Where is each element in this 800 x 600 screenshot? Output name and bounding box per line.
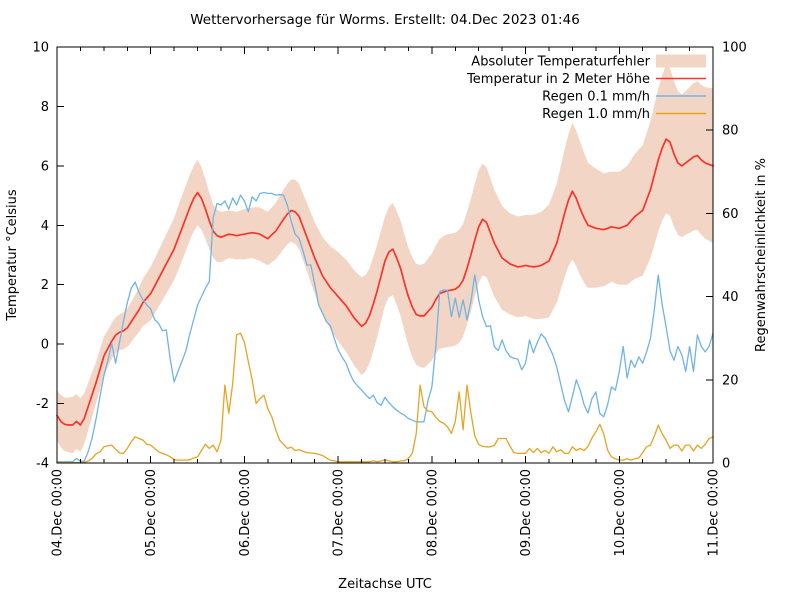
x-date-label: 06.Dec 00:00 <box>238 469 253 556</box>
y-left-tick-label: 10 <box>32 41 49 56</box>
y-right-tick-label: 80 <box>722 124 739 139</box>
x-axis-ticks <box>56 47 714 463</box>
y-right-axis-title: Regenwahrscheinlichkeit in % <box>754 158 769 352</box>
x-date-label: 04.Dec 00:00 <box>51 469 66 556</box>
x-date-label: 05.Dec 00:00 <box>144 469 159 556</box>
legend-label: Regen 1.0 mm/h <box>542 107 650 122</box>
y-axis-left: -4 -2 0 2 4 6 8 10 <box>32 41 64 472</box>
y-left-tick-label: 8 <box>41 100 49 115</box>
y-right-tick-label: 100 <box>722 41 747 56</box>
x-date-label: 11.Dec 00:00 <box>707 469 722 556</box>
y-left-tick-label: 0 <box>41 338 49 353</box>
x-date-label: 10.Dec 00:00 <box>613 469 628 556</box>
legend-label: Regen 0.1 mm/h <box>542 90 650 105</box>
y-right-tick-label: 0 <box>722 457 730 472</box>
y-right-tick-label: 40 <box>722 290 739 305</box>
y-right-tick-label: 20 <box>722 373 739 388</box>
axis-titles: Temperatur °Celsius Regenwahrscheinlichke… <box>5 158 769 352</box>
rain-01mm-line <box>56 191 714 463</box>
temperature-line <box>56 138 714 426</box>
y-axis-right: 0 20 40 60 80 100 <box>706 41 747 472</box>
legend-label: Absoluter Temperaturfehler <box>471 55 650 70</box>
y-left-tick-label: 2 <box>41 278 49 293</box>
temperature-line-group <box>56 138 714 426</box>
y-right-tick-label: 60 <box>722 207 739 222</box>
chart-title: Wettervorhersage für Worms. Erstellt: 04… <box>190 12 580 28</box>
x-date-label: 08.Dec 00:00 <box>425 469 440 556</box>
y-left-axis-title: Temperatur °Celsius <box>5 189 20 322</box>
y-left-tick-label: 6 <box>41 159 49 174</box>
x-axis-title: Zeitachse UTC <box>338 577 432 592</box>
y-left-tick-label: 4 <box>41 219 49 234</box>
y-left-tick-label: -4 <box>36 457 49 472</box>
x-date-label: 09.Dec 00:00 <box>519 469 534 556</box>
x-date-label: 07.Dec 00:00 <box>332 469 347 556</box>
rain-01mm-line-group <box>56 191 714 463</box>
y-left-tick-label: -2 <box>36 397 49 412</box>
legend-band-swatch <box>656 54 706 68</box>
legend-label: Temperatur in 2 Meter Höhe <box>466 72 650 87</box>
legend: Absoluter Temperaturfehler Temperatur in … <box>466 54 706 122</box>
x-axis-date-labels: 04.Dec 00:00 05.Dec 00:00 06.Dec 00:00 07.D… <box>51 469 722 556</box>
